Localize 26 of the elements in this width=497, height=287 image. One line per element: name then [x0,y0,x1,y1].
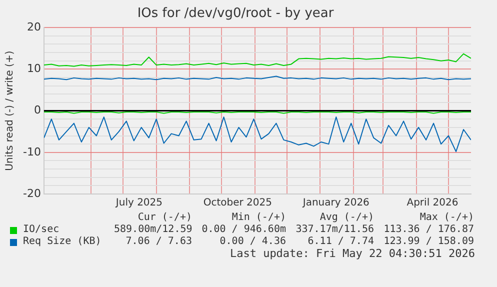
y-axis-title: Units read (-) / write (+) [4,50,16,171]
chart-title: IOs for /dev/vg0/root - by year [137,6,334,22]
y-tick-label: -20 [23,186,41,200]
text: Min (-/+) [230,212,286,224]
text: Avg (-/+) [318,212,374,224]
legend-label: IO/sec [23,224,60,236]
text: 589.00m/12.59 [114,224,192,236]
y-tick-label: 10 [26,62,41,76]
text: 123.99 / 158.09 [382,236,474,248]
text: 337.17m/11.56 [294,224,374,236]
text: Cur (-/+) [136,212,192,224]
text: Max (-/+) [418,212,474,224]
text: 6.11 / 7.74 [306,236,374,248]
text: Last update: Fri May 22 04:30:51 2026 [228,247,476,260]
y-tick-label: -10 [23,145,41,158]
x-tick-label: January 2026 [302,198,370,209]
x-tick-label: April 2026 [406,198,458,209]
y-tick-label: 20 [26,20,41,34]
text: 7.06 / 7.63 [124,236,192,248]
x-tick-label: October 2025 [203,198,272,209]
text: 0.00 / 946.60m [200,224,286,236]
y-tick-label: 0 [34,104,41,117]
text: 0.00 / 4.36 [218,236,286,248]
text: 113.36 / 176.87 [382,224,474,236]
x-tick-label: July 2025 [114,198,163,209]
legend-label: Req Size (KB) [23,236,102,248]
